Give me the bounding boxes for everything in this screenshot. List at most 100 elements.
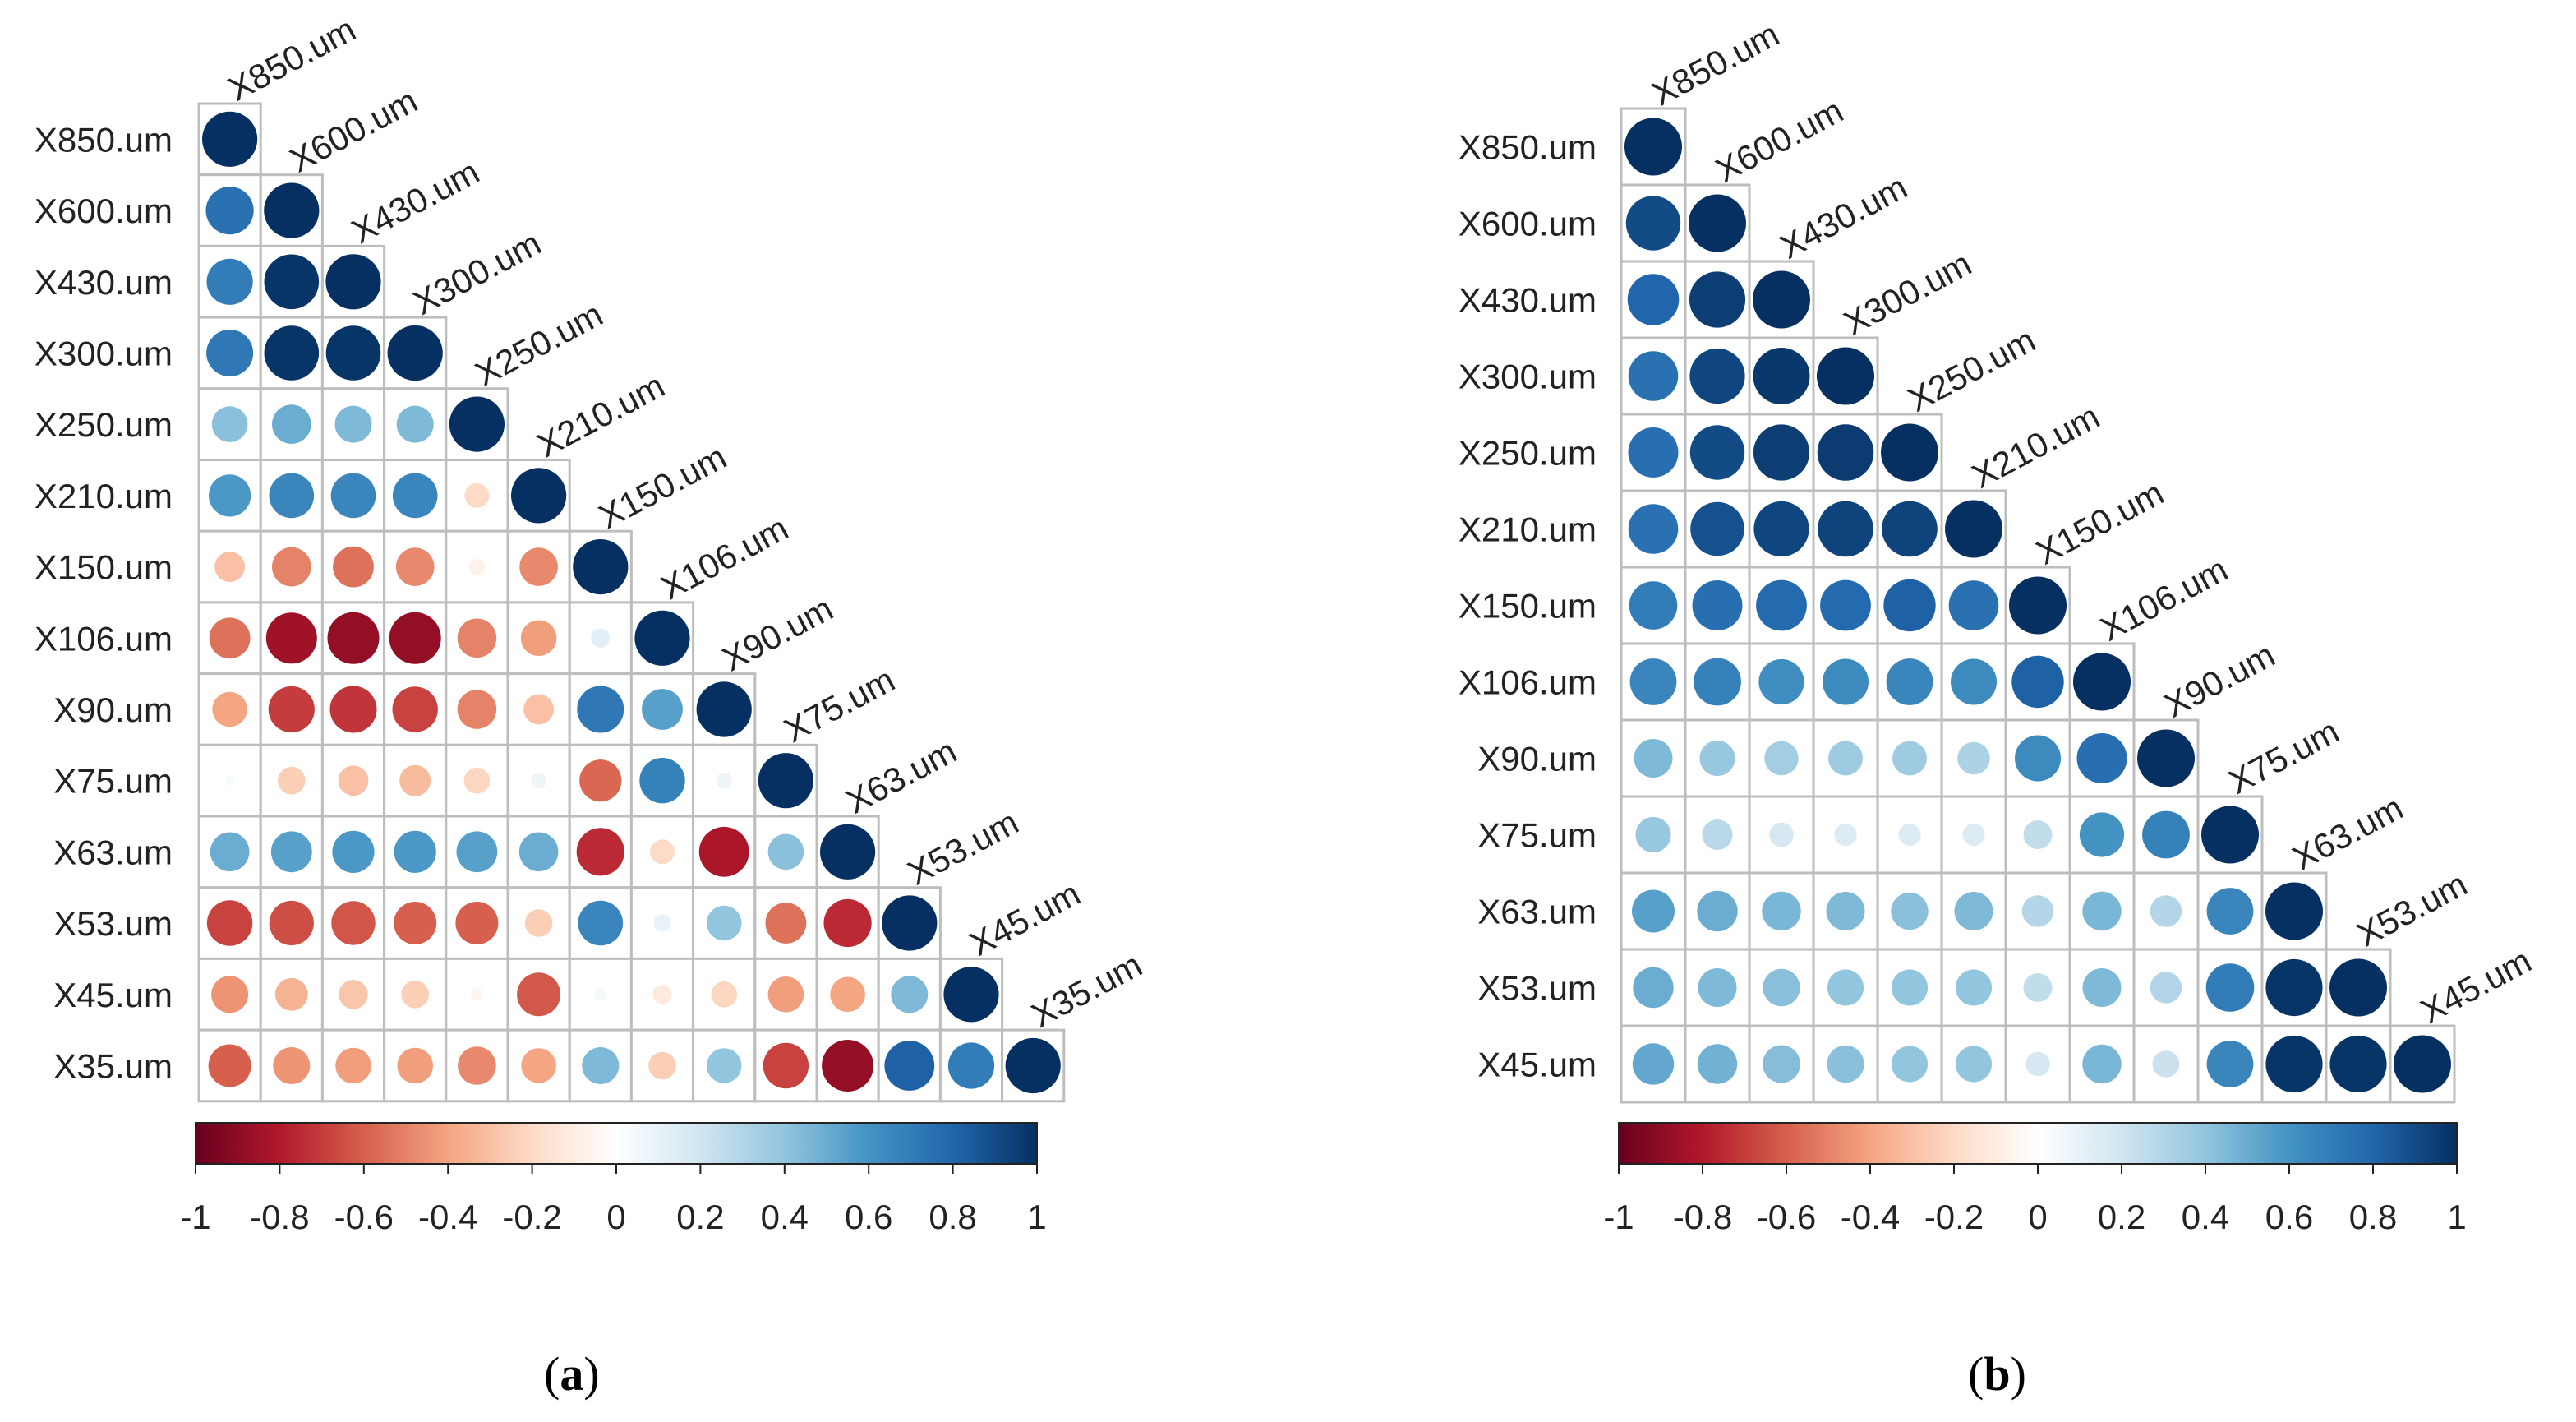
panel-a-correlation-mark bbox=[519, 547, 558, 586]
panel-b-row-label: X106.um bbox=[1459, 663, 1597, 702]
panel-b-colorbar-tick-label: -0.8 bbox=[1673, 1198, 1732, 1236]
panel-b-cell bbox=[2004, 795, 2071, 875]
panel-b-correlation-mark bbox=[1828, 741, 1863, 776]
panel-b-correlation-mark bbox=[1962, 823, 1985, 847]
panel-a-correlation-mark bbox=[457, 690, 497, 729]
panel-a-correlation-mark bbox=[330, 473, 376, 519]
panel-a-correlation-mark bbox=[518, 832, 559, 872]
panel-a-row-label: X106.um bbox=[35, 619, 173, 658]
panel-b-correlation-mark bbox=[2073, 653, 2131, 711]
panel-a-correlation-mark bbox=[521, 1048, 556, 1083]
panel-a-colorbar-tick-label: 0 bbox=[606, 1198, 625, 1236]
panel-a-colorbar-tick-label: -0.4 bbox=[418, 1198, 477, 1236]
panel-a-correlation-mark bbox=[325, 325, 381, 381]
panel-a-correlation-mark bbox=[265, 612, 317, 664]
panel-a-correlation-mark bbox=[468, 559, 485, 575]
panel-a-correlation-mark bbox=[389, 612, 441, 664]
panel-a-correlation-mark bbox=[767, 833, 804, 870]
panel-a-correlation-mark bbox=[333, 546, 374, 588]
panel-a-caption-letter: a bbox=[560, 1347, 583, 1401]
panel-a-correlation-mark bbox=[329, 686, 377, 733]
panel-b-cell bbox=[1748, 718, 1815, 798]
panel-b-correlation-mark bbox=[2021, 895, 2054, 927]
panel-a-correlation-mark bbox=[211, 976, 249, 1013]
panel-a-correlation-mark bbox=[205, 187, 254, 235]
panel-a-correlation-mark bbox=[1005, 1037, 1061, 1094]
panel-a-row-label: X35.um bbox=[53, 1047, 173, 1086]
panel-b-colorbar-tick-label: -0.4 bbox=[1841, 1198, 1900, 1236]
panel-b-correlation-mark bbox=[2082, 1044, 2122, 1084]
panel-b-correlation-mark bbox=[2137, 729, 2195, 787]
panel-a-caption-close: ) bbox=[583, 1347, 599, 1401]
panel-b-correlation-mark bbox=[1892, 741, 1927, 776]
panel-a-correlation-mark bbox=[830, 976, 865, 1013]
panel-a-correlation-mark bbox=[202, 111, 258, 167]
panel-a-row-label: X850.um bbox=[35, 120, 173, 159]
panel-b-correlation-mark bbox=[1891, 969, 1929, 1006]
panel-b-row-label: X430.um bbox=[1459, 281, 1597, 320]
panel-b-colorbar bbox=[1618, 1122, 2458, 1165]
panel-b-correlation-mark bbox=[1629, 581, 1678, 630]
panel-b-correlation-mark bbox=[1827, 1045, 1864, 1083]
panel-a-correlation-mark bbox=[224, 775, 235, 786]
panel-b-correlation-mark bbox=[2329, 1035, 2387, 1093]
panel-b-correlation-mark bbox=[1702, 819, 1733, 850]
panel-b-row-label: X45.um bbox=[1477, 1046, 1597, 1084]
panel-b-correlation-mark bbox=[2206, 888, 2254, 935]
panel-b-correlation-mark bbox=[1820, 579, 1871, 631]
panel-b-correlation-mark bbox=[1699, 740, 1735, 777]
panel-b-correlation-mark bbox=[1769, 822, 1794, 847]
panel-b-correlation-mark bbox=[1834, 823, 1857, 847]
panel-a-correlation-mark bbox=[716, 773, 732, 789]
panel-b-row-label: X600.um bbox=[1459, 205, 1597, 243]
panel-a-correlation-mark bbox=[394, 830, 436, 873]
panel-a-colorbar-tick-label: 0.2 bbox=[676, 1198, 724, 1236]
panel-a-correlation-mark bbox=[524, 909, 553, 937]
panel-a-correlation-mark bbox=[458, 1046, 496, 1085]
panel-b-correlation-mark bbox=[2015, 735, 2061, 782]
panel-b-colorbar-tick-label: 0.2 bbox=[2098, 1198, 2145, 1236]
panel-b-correlation-mark bbox=[1756, 579, 1807, 631]
panel-b-correlation-mark bbox=[2265, 1035, 2323, 1093]
panel-b-row-label: X250.um bbox=[1459, 434, 1597, 473]
panel-b-correlation-mark bbox=[1625, 196, 1681, 251]
panel-a-caption: (a) bbox=[544, 1347, 600, 1401]
panel-a-correlation-mark bbox=[327, 612, 380, 664]
panel-a-colorbar-tick-label: 0.8 bbox=[929, 1198, 976, 1236]
panel-b-row-label: X63.um bbox=[1477, 893, 1597, 931]
panel-b-correlation-mark bbox=[1697, 1044, 1738, 1084]
panel-a-correlation-mark bbox=[396, 405, 434, 443]
panel-b-correlation-mark bbox=[2206, 1041, 2254, 1087]
panel-b-correlation-mark bbox=[1634, 739, 1673, 778]
panel-b-correlation-mark bbox=[1758, 658, 1804, 705]
panel-b-correlation-mark bbox=[1635, 816, 1671, 853]
panel-a-correlation-mark bbox=[763, 1042, 809, 1089]
panel-a-correlation-mark bbox=[767, 976, 804, 1013]
panel-a-correlation-mark bbox=[884, 1041, 935, 1091]
panel-b-correlation-mark bbox=[1817, 424, 1874, 481]
panel-a-correlation-mark bbox=[334, 405, 372, 443]
panel-a-correlation-mark bbox=[711, 981, 737, 1008]
panel-b-colorbar-tick-label: 0 bbox=[2028, 1198, 2047, 1236]
panel-b-correlation-mark bbox=[1945, 500, 2002, 558]
panel-b-correlation-mark bbox=[1689, 425, 1745, 480]
panel-b-correlation-mark bbox=[1764, 741, 1799, 776]
panel-a-correlation-mark bbox=[511, 468, 567, 524]
panel-b-correlation-mark bbox=[1632, 889, 1675, 933]
panel-a-correlation-mark bbox=[272, 547, 311, 587]
panel-b-correlation-mark bbox=[1689, 271, 1746, 328]
panel-b-correlation-mark bbox=[1692, 580, 1743, 630]
panel-a-row-label: X600.um bbox=[35, 192, 173, 230]
panel-a-correlation-mark bbox=[338, 765, 369, 796]
panel-a-row-label: X63.um bbox=[53, 833, 173, 871]
panel-a-correlation-mark bbox=[634, 610, 690, 666]
panel-a-correlation-mark bbox=[882, 895, 938, 951]
panel-a-correlation-mark bbox=[648, 1051, 676, 1080]
panel-a-correlation-mark bbox=[652, 985, 672, 1004]
panel-b-correlation-mark bbox=[2023, 973, 2053, 1002]
panel-b-colorbar-tick-label: 0.4 bbox=[2182, 1198, 2229, 1236]
panel-a-correlation-mark bbox=[278, 766, 306, 795]
panel-b-correlation-mark bbox=[1689, 194, 1746, 252]
panel-a-correlation-mark bbox=[464, 482, 490, 508]
panel-a-cell bbox=[692, 1028, 757, 1103]
